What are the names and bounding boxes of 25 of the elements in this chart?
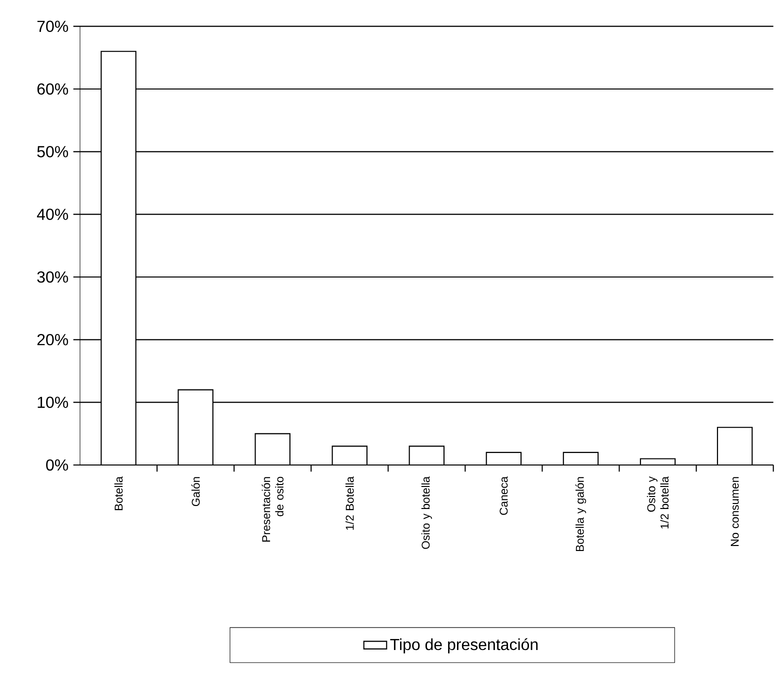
- y-tick-label: 0%: [46, 459, 68, 471]
- legend-label: Tipo de presentación: [390, 638, 538, 654]
- y-tick-label: 30%: [37, 271, 68, 283]
- bar: [408, 446, 445, 466]
- y-tick-label: 10%: [38, 396, 68, 408]
- x-tick-label: No consumen: [730, 477, 739, 546]
- x-tick-label: Botella y galón: [575, 477, 586, 552]
- x-tick-label: Osito y 1/2 botella: [646, 476, 669, 528]
- y-tick-label: 20%: [37, 334, 68, 346]
- x-tick-label: Presentación de osito: [262, 476, 284, 542]
- bar: [640, 458, 676, 466]
- y-tick-label: 60%: [37, 83, 68, 95]
- x-tick-label: 1/2 Botella: [345, 476, 354, 530]
- bar: [716, 426, 753, 466]
- bar: [332, 446, 368, 466]
- y-tick-label: 70%: [37, 20, 68, 32]
- x-tick-label: Osito y botella: [421, 476, 432, 549]
- x-tick-label: Caneca: [500, 476, 508, 515]
- bar: [486, 452, 522, 466]
- y-tick-label: 40%: [36, 208, 68, 220]
- x-tick-label: Galón: [191, 477, 200, 506]
- x-tick-label: Botella: [114, 476, 123, 510]
- bar: [562, 452, 599, 466]
- y-tick-label: 50%: [37, 146, 68, 158]
- bar: [254, 433, 290, 466]
